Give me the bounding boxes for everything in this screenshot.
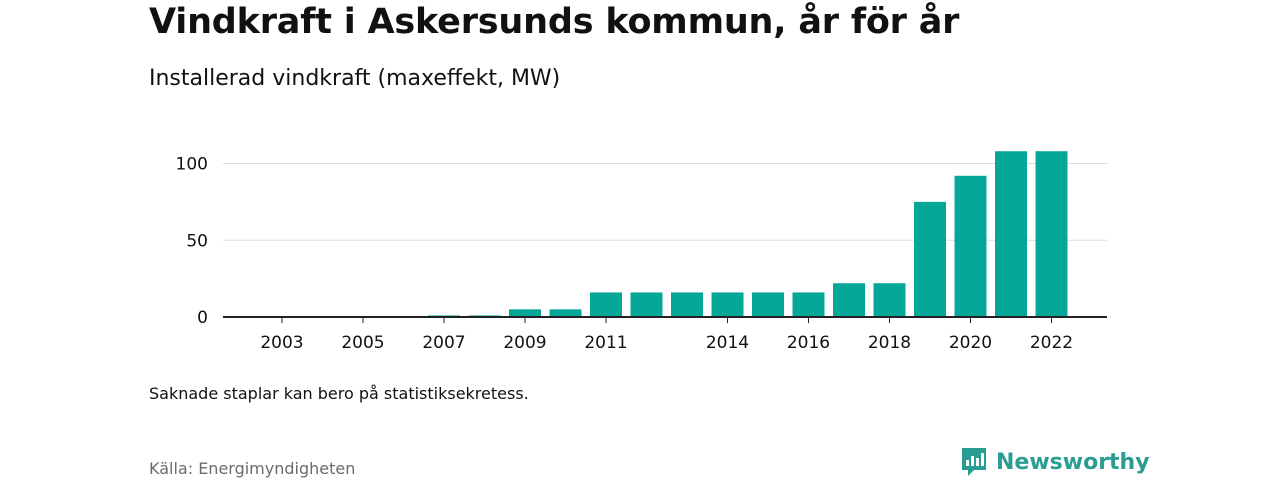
y-tick-label: 100 [176,155,208,175]
bar-2018 [873,283,906,317]
bar-2019 [914,201,946,317]
newsworthy-logo-icon [962,448,986,476]
y-tick-label: 0 [197,308,208,328]
bar-2017 [833,283,865,317]
bar-2013 [671,292,703,317]
y-tick-label: 50 [186,231,208,251]
x-tick-label: 2005 [341,333,384,353]
x-tick-label: 2009 [503,333,546,353]
x-tick-label: 2007 [422,333,465,353]
bar-chart: 0 50 100 2003 2005 2007 2009 2011 2014 2016 2018 20… [176,151,1107,353]
x-tick-label: 2011 [584,333,627,353]
x-tick-label: 2022 [1030,333,1073,353]
bar-2009 [509,309,541,317]
bar-2020 [954,175,987,317]
chart-title: Vindkraft i Askersunds kommun, år för år [149,2,960,42]
chart-subtitle: Installerad vindkraft (maxeffekt, MW) [149,66,561,91]
x-tick-label: 2016 [787,333,830,353]
bar-2010 [549,309,582,317]
bar-2011 [590,292,622,317]
x-tick-label: 2003 [260,333,303,353]
bar-2016 [792,292,825,317]
brand-name: Newsworthy [996,449,1150,475]
x-tick-label: 2020 [949,333,992,353]
brand-logo[interactable]: Newsworthy [960,446,1150,478]
x-tick-label: 2018 [868,333,911,353]
bar-2012 [630,292,663,317]
bar-2014 [711,292,744,317]
bar-2015 [752,292,784,317]
x-tick-label: 2014 [706,333,749,353]
bar-2022 [1035,151,1068,317]
chart-note: Saknade staplar kan bero på statistiksek… [149,384,529,403]
source-label: Källa: Energimyndigheten [149,459,356,478]
bar-2021 [995,151,1027,317]
